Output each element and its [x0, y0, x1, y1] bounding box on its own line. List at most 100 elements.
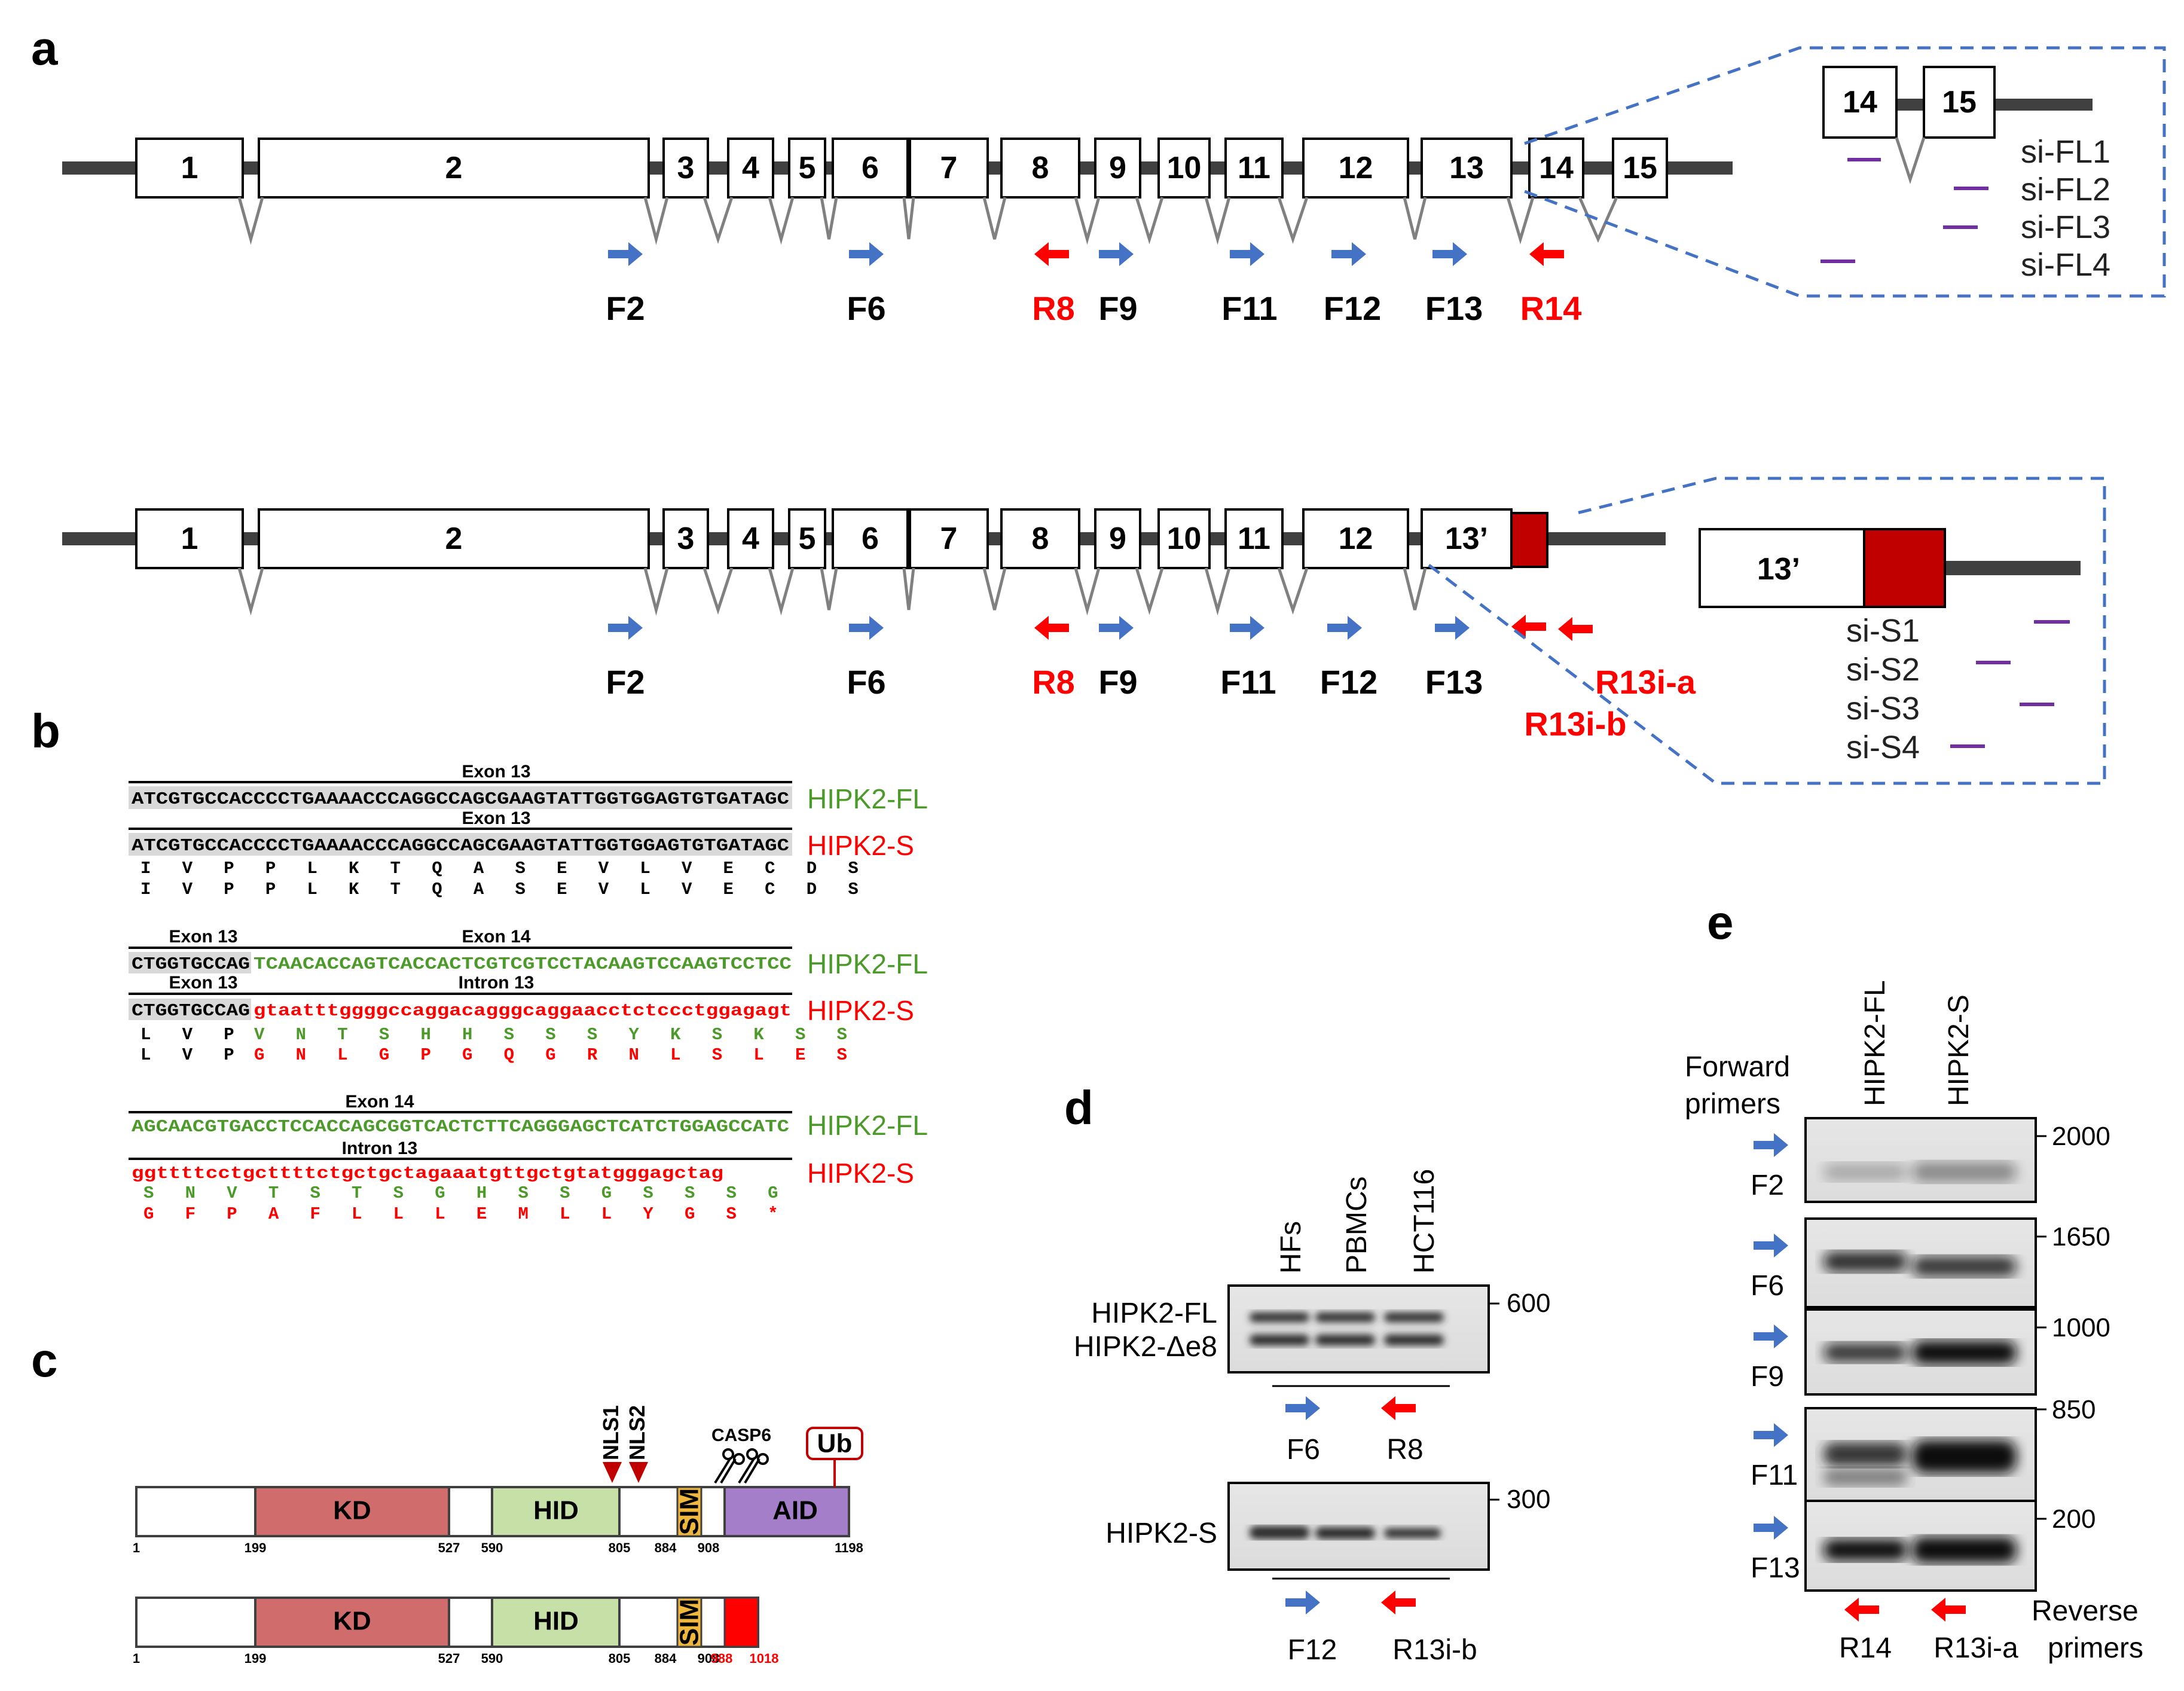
- s-exon-label-4: 4: [742, 521, 759, 556]
- fl-pos-199: 199: [245, 1540, 267, 1555]
- s-exon-label-5: 5: [799, 521, 816, 556]
- block2-header-s-ex13: Exon 13: [169, 973, 237, 993]
- block2-seq-fl-ex13: CTGGTGCCAG: [132, 954, 250, 974]
- fl-exon-13: [1421, 138, 1513, 199]
- gel-e-band: [1823, 1442, 1907, 1466]
- gel-e-primer-F2: F2: [1751, 1170, 1784, 1201]
- s-splice-10: [1204, 567, 1231, 616]
- nls2-label: NLS2: [625, 1405, 649, 1460]
- si-fl3: si-FL3: [2021, 209, 2110, 245]
- fl-splice-7: [982, 197, 1007, 240]
- panel-b: b Exon 13 ATCGTGCCACCCCTGAAAACCCAGGCCAGC…: [31, 704, 928, 1224]
- s-splice-lines: [237, 567, 1427, 616]
- gel-e-forward-arrow: [1754, 1133, 1788, 1157]
- block1-aa-s: I V P P L K T Q A S E V L V E C D S: [140, 880, 859, 899]
- panel-a: a 1 2 3 4 5 6 7 8 9 10 11 12 13 14 15 F2 F6 R8 F9 F11 …: [31, 22, 2166, 785]
- gel-d1-label-fl: HIPK2-FL: [1091, 1298, 1217, 1329]
- primer-s-f12: F12: [1320, 663, 1378, 701]
- gel-e-primer-F13: F13: [1751, 1552, 1800, 1584]
- fl-exon-label-12: 12: [1339, 151, 1373, 185]
- s-exon-9: [1094, 508, 1141, 569]
- gel-e-band: [1912, 1341, 2017, 1365]
- casp6-label: CASP6: [711, 1426, 771, 1445]
- gel-e-marker-200: 200: [2052, 1504, 2096, 1534]
- fl-pos-590: 590: [481, 1540, 503, 1555]
- fl-exon-5: [788, 138, 826, 199]
- s-exon-4: [727, 508, 774, 569]
- s-splice-6: [902, 567, 915, 611]
- s-hid: HID: [533, 1607, 579, 1636]
- forward-title-1: Forward: [1685, 1051, 1790, 1083]
- s-pos-527: 527: [438, 1651, 460, 1666]
- si-s3: si-S3: [1846, 691, 1920, 727]
- fl-exon-9: [1094, 138, 1141, 199]
- s-splice-4: [768, 567, 795, 616]
- s-pos-1018: 1018: [750, 1651, 779, 1666]
- ub-label: Ub: [817, 1429, 853, 1458]
- reverse-r13ia: R13i-a: [1933, 1632, 2018, 1664]
- gel-e-band: [1823, 1163, 1907, 1181]
- block2-seq-fl-ex14: TCAACACCAGTCACCACTCGTCGTCCTACAAGTCCAAGTC…: [253, 954, 792, 974]
- gel-d1-primer-f: F6: [1287, 1434, 1320, 1466]
- fl-splice-5: [820, 197, 838, 240]
- gel-e-marker-1000: 1000: [2052, 1313, 2110, 1342]
- s-exon-7: [909, 508, 989, 569]
- panel-c: c KD HID SIM AID NLS1 NLS2 CASP6: [31, 1333, 863, 1666]
- gel-e-marker-2000: 2000: [2052, 1122, 2110, 1151]
- gel-e-band: [1823, 1343, 1907, 1362]
- gel-d2: 300 HIPK2-S F12 R13i-b: [1105, 1482, 1550, 1666]
- s-sim: SIM: [675, 1599, 704, 1646]
- gel-e-forward-arrow: [1754, 1324, 1788, 1348]
- fl-exon-label-9: 9: [1109, 151, 1126, 185]
- seq-block-2: Exon 13 Exon 14 CTGGTGCCAG TCAACACCAGTCA…: [129, 927, 928, 1065]
- s-exon-boxes: 1 2 3 4 5 6 7 8 9 10 11 12 13’: [135, 508, 1513, 569]
- block1-iso-fl: HIPK2-FL: [807, 783, 928, 814]
- gel-d2-label: HIPK2-S: [1105, 1518, 1217, 1549]
- fl-splice-6: [902, 197, 915, 240]
- block3-aa-s: G F P A F L L L E M L L Y G S *: [143, 1204, 778, 1224]
- fl-exon-1: [135, 138, 244, 199]
- panel-e: e HIPK2-FL HIPK2-S Forward primers F2 200…: [1685, 896, 2143, 1664]
- gel-e-primer-F9: F9: [1751, 1361, 1784, 1393]
- primer-f6: F6: [847, 289, 885, 327]
- fl-splice-14: [1578, 196, 1618, 243]
- gel-e-primer-F6: F6: [1751, 1270, 1784, 1302]
- s-exon-3: [662, 508, 709, 569]
- s-exon-11: [1224, 508, 1284, 569]
- primer-s-f11: F11: [1220, 663, 1276, 701]
- primer-f2: F2: [606, 289, 644, 327]
- gel-d2-primer-f: F12: [1288, 1634, 1337, 1666]
- fl-exon-11: [1224, 138, 1284, 199]
- seq-block-3: Exon 14 AGCAACGTGACCTCCACCAGCGGTCACTCTTC…: [129, 1092, 928, 1224]
- s-pos-199: 199: [245, 1651, 267, 1666]
- s-splice-8: [1074, 567, 1101, 616]
- fl-exon-4: [727, 138, 774, 199]
- s-exon-10: [1157, 508, 1211, 569]
- fl-exon-label-14: 14: [1539, 151, 1574, 185]
- gel-d1-marker: 600: [1507, 1289, 1550, 1318]
- fl-exon-label-2: 2: [445, 151, 463, 185]
- block3-header-s: Intron 13: [342, 1138, 418, 1158]
- gel-d1-primer-r: R8: [1386, 1434, 1423, 1466]
- s-pos-884: 884: [655, 1651, 677, 1666]
- s-exon-12: [1302, 508, 1409, 569]
- s-splice-3: [702, 567, 734, 615]
- fl-exon-10: [1157, 138, 1211, 199]
- block2-header-fl-ex14: Exon 14: [462, 927, 530, 947]
- gel-e-band: [1912, 1440, 2017, 1473]
- fl-splice-2: [643, 197, 669, 245]
- s-splice-7: [982, 567, 1007, 611]
- reverse-title-2: primers: [2048, 1632, 2143, 1664]
- fl-exon-label-4: 4: [742, 151, 759, 185]
- block2-aa-fl-b: V N T S H H S S S Y K S K S S: [254, 1025, 847, 1045]
- si-s1: si-S1: [1846, 613, 1920, 649]
- lane-pbmcs: PBMCs: [1341, 1176, 1373, 1274]
- s-splice-12: [1403, 567, 1427, 611]
- fl-splice-1: [237, 197, 264, 245]
- gel-e-row-1: [1804, 1117, 2037, 1203]
- s-primers: F2 F6 R8 F9 F11 F12 F13 R13i-a R13i-b: [606, 615, 1696, 743]
- inset-exon-15: 15: [1942, 85, 1977, 120]
